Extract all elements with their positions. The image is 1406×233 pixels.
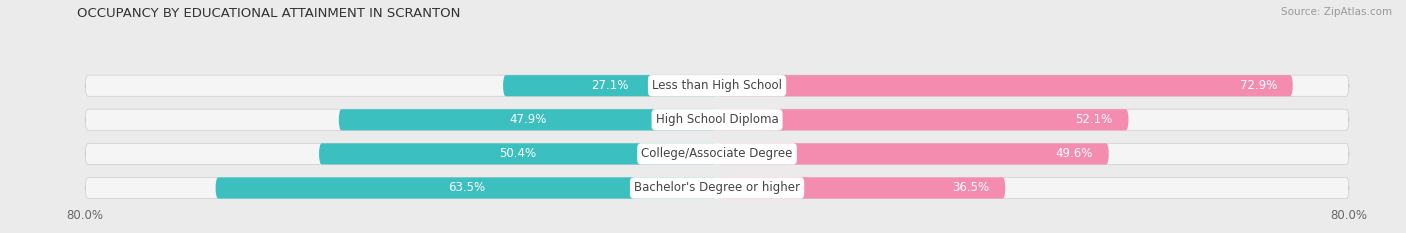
Text: 47.9%: 47.9% <box>664 113 702 126</box>
FancyBboxPatch shape <box>319 143 717 164</box>
Text: Less than High School: Less than High School <box>652 79 782 92</box>
Text: Bachelor's Degree or higher: Bachelor's Degree or higher <box>634 182 800 195</box>
Text: High School Diploma: High School Diploma <box>655 113 779 126</box>
Text: 49.6%: 49.6% <box>1056 147 1092 160</box>
FancyBboxPatch shape <box>717 143 1109 164</box>
Text: 36.5%: 36.5% <box>952 182 990 195</box>
Text: College/Associate Degree: College/Associate Degree <box>641 147 793 160</box>
FancyBboxPatch shape <box>717 75 1294 96</box>
Text: 63.5%: 63.5% <box>664 182 702 195</box>
FancyBboxPatch shape <box>717 177 1005 199</box>
FancyBboxPatch shape <box>215 177 717 199</box>
FancyBboxPatch shape <box>503 75 717 96</box>
Text: 47.9%: 47.9% <box>509 113 547 126</box>
FancyBboxPatch shape <box>717 109 1129 130</box>
Text: 52.1%: 52.1% <box>1076 113 1112 126</box>
FancyBboxPatch shape <box>86 177 1348 199</box>
Text: Source: ZipAtlas.com: Source: ZipAtlas.com <box>1281 7 1392 17</box>
FancyBboxPatch shape <box>86 109 1348 130</box>
Text: 27.1%: 27.1% <box>592 79 628 92</box>
FancyBboxPatch shape <box>86 75 1348 96</box>
Text: 27.1%: 27.1% <box>664 79 702 92</box>
FancyBboxPatch shape <box>86 143 1348 164</box>
Text: 63.5%: 63.5% <box>447 182 485 195</box>
FancyBboxPatch shape <box>339 109 717 130</box>
Text: 50.4%: 50.4% <box>499 147 537 160</box>
Text: 50.4%: 50.4% <box>664 147 702 160</box>
Text: OCCUPANCY BY EDUCATIONAL ATTAINMENT IN SCRANTON: OCCUPANCY BY EDUCATIONAL ATTAINMENT IN S… <box>77 7 461 20</box>
Text: 72.9%: 72.9% <box>1240 79 1277 92</box>
